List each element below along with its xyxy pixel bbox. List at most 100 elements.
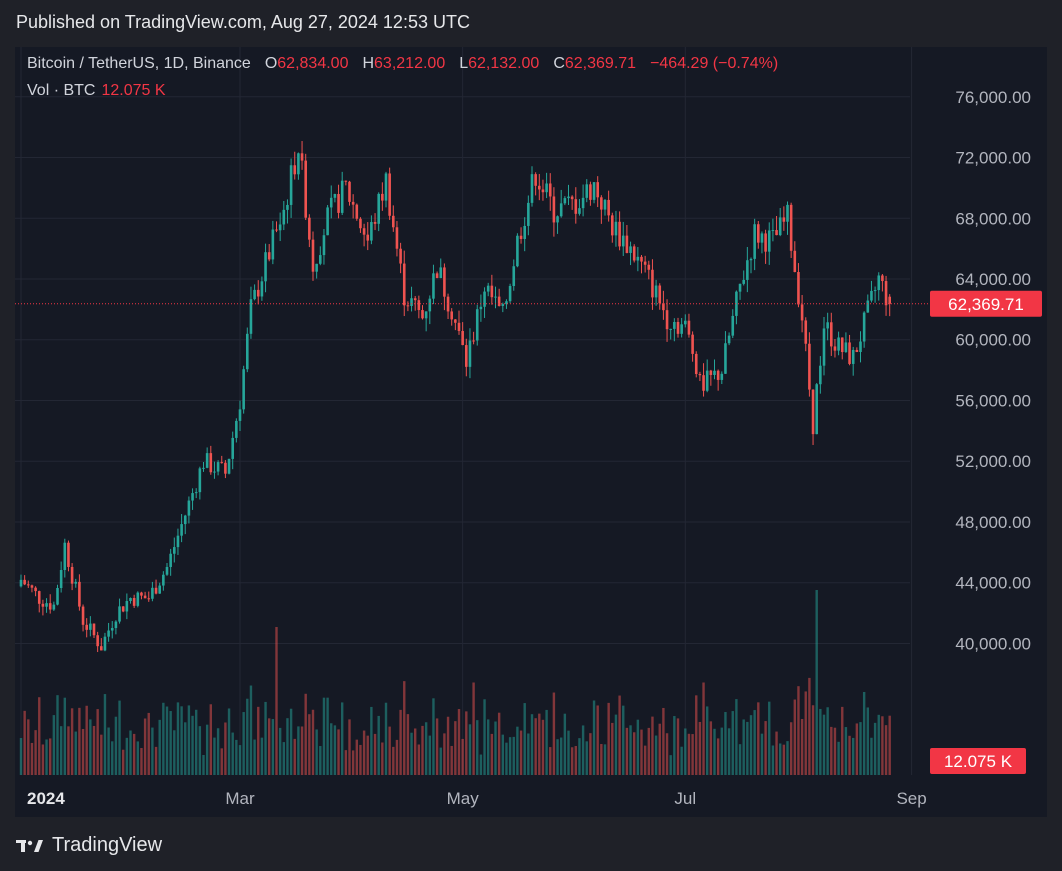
volume-bar xyxy=(216,728,220,775)
volume-bar xyxy=(746,721,749,775)
candle-body xyxy=(636,256,640,261)
volume-bar xyxy=(640,729,643,775)
candle-body xyxy=(110,628,114,631)
candle-body xyxy=(833,346,837,351)
candle-body xyxy=(37,591,41,604)
volume-bar xyxy=(457,709,461,775)
volume-bar xyxy=(308,714,311,775)
volume-bar xyxy=(512,736,515,775)
candle-body xyxy=(340,180,344,213)
volume-bar xyxy=(326,697,329,775)
volume-bar xyxy=(811,705,815,775)
candle-body xyxy=(475,309,479,341)
candle-body xyxy=(103,636,107,651)
candle-body xyxy=(118,606,121,622)
candle-body xyxy=(563,198,567,204)
volume-bar xyxy=(545,709,548,775)
candle-body xyxy=(490,285,494,298)
volume-bar xyxy=(443,733,446,775)
candle-body xyxy=(202,467,205,469)
volume-bar xyxy=(333,725,337,775)
candle-body xyxy=(530,174,534,203)
volume-value: 12.075 K xyxy=(101,82,166,99)
volume-bar xyxy=(629,725,632,775)
volume-bar xyxy=(735,699,738,775)
volume-bar xyxy=(461,738,464,775)
candle-body xyxy=(819,365,822,385)
volume-bar xyxy=(286,718,289,775)
volume-bar xyxy=(417,744,421,775)
candle-body xyxy=(348,181,351,202)
x-tick-label: 2024 xyxy=(27,789,65,808)
volume-bar xyxy=(103,694,107,775)
candle-body xyxy=(625,235,629,253)
change-value: −464.29 (−0.74%) xyxy=(650,55,779,72)
candle-body xyxy=(395,227,399,249)
candlestick-chart[interactable]: 76,000.00 72,000.00 68,000.00 64,000.00 60,0… xyxy=(15,47,1047,817)
candle-body xyxy=(665,310,669,330)
volume-bar xyxy=(67,726,70,775)
volume-bar xyxy=(169,711,172,775)
volume-bar xyxy=(403,681,406,775)
volume-bar xyxy=(63,697,66,775)
volume-bar xyxy=(92,725,96,775)
candle-body xyxy=(830,322,833,347)
candle-body xyxy=(585,184,589,198)
close-value: 62,369.71 xyxy=(564,55,637,72)
volume-bar xyxy=(618,695,621,775)
volume-bar xyxy=(41,744,45,775)
volume-label[interactable]: Vol · BTC xyxy=(27,82,96,99)
y-tick-label: 52,000.00 xyxy=(955,452,1031,471)
volume-bar xyxy=(841,706,844,775)
volume-bar xyxy=(855,723,859,775)
volume-bar xyxy=(271,719,275,775)
candle-body xyxy=(275,229,278,231)
volume-bar xyxy=(235,739,238,775)
volume-bar xyxy=(45,739,48,775)
candle-body xyxy=(643,261,647,265)
volume-bar xyxy=(727,728,731,775)
volume-bar xyxy=(337,729,340,775)
volume-bar xyxy=(753,710,756,775)
candle-body xyxy=(534,174,537,186)
volume-bar xyxy=(852,737,855,775)
candle-body xyxy=(840,337,844,353)
candle-body xyxy=(410,298,413,306)
symbol-label[interactable]: Bitcoin / TetherUS, 1D, Binance xyxy=(27,55,251,72)
volume-bar xyxy=(563,713,567,775)
high-value: 63,212.00 xyxy=(374,55,446,72)
candle-body xyxy=(870,290,873,301)
candle-body xyxy=(249,299,253,334)
candle-body xyxy=(238,409,242,421)
candle-body xyxy=(114,621,118,629)
volume-bar xyxy=(136,741,139,775)
volume-bar xyxy=(797,686,800,775)
volume-bar xyxy=(19,738,23,775)
volume-bar xyxy=(454,721,457,775)
candle-body xyxy=(381,193,384,201)
candle-body xyxy=(589,184,592,200)
volume-bar xyxy=(373,733,377,775)
volume-bar xyxy=(143,718,147,775)
volume-bar xyxy=(570,747,574,775)
candle-body xyxy=(322,235,326,256)
volume-bar xyxy=(59,726,63,775)
volume-bar xyxy=(70,708,74,775)
candle-body xyxy=(355,204,359,219)
candle-body xyxy=(738,283,742,292)
volume-legend: Vol · BTC 12.075 K xyxy=(27,82,166,100)
tradingview-brand[interactable]: TradingView xyxy=(16,834,162,857)
candle-body xyxy=(581,197,585,209)
volume-bar xyxy=(494,721,497,775)
candle-body xyxy=(651,269,654,298)
candle-body xyxy=(570,196,574,200)
candle-body xyxy=(432,273,435,299)
volume-bar xyxy=(549,747,552,775)
chart-frame[interactable]: 76,000.00 72,000.00 68,000.00 64,000.00 60,0… xyxy=(15,47,1047,817)
volume-bar xyxy=(695,695,698,775)
volume-bar xyxy=(622,705,625,775)
candle-body xyxy=(559,203,563,217)
candle-body xyxy=(85,624,88,630)
volume-bar xyxy=(293,738,296,775)
volume-bar xyxy=(884,725,888,775)
